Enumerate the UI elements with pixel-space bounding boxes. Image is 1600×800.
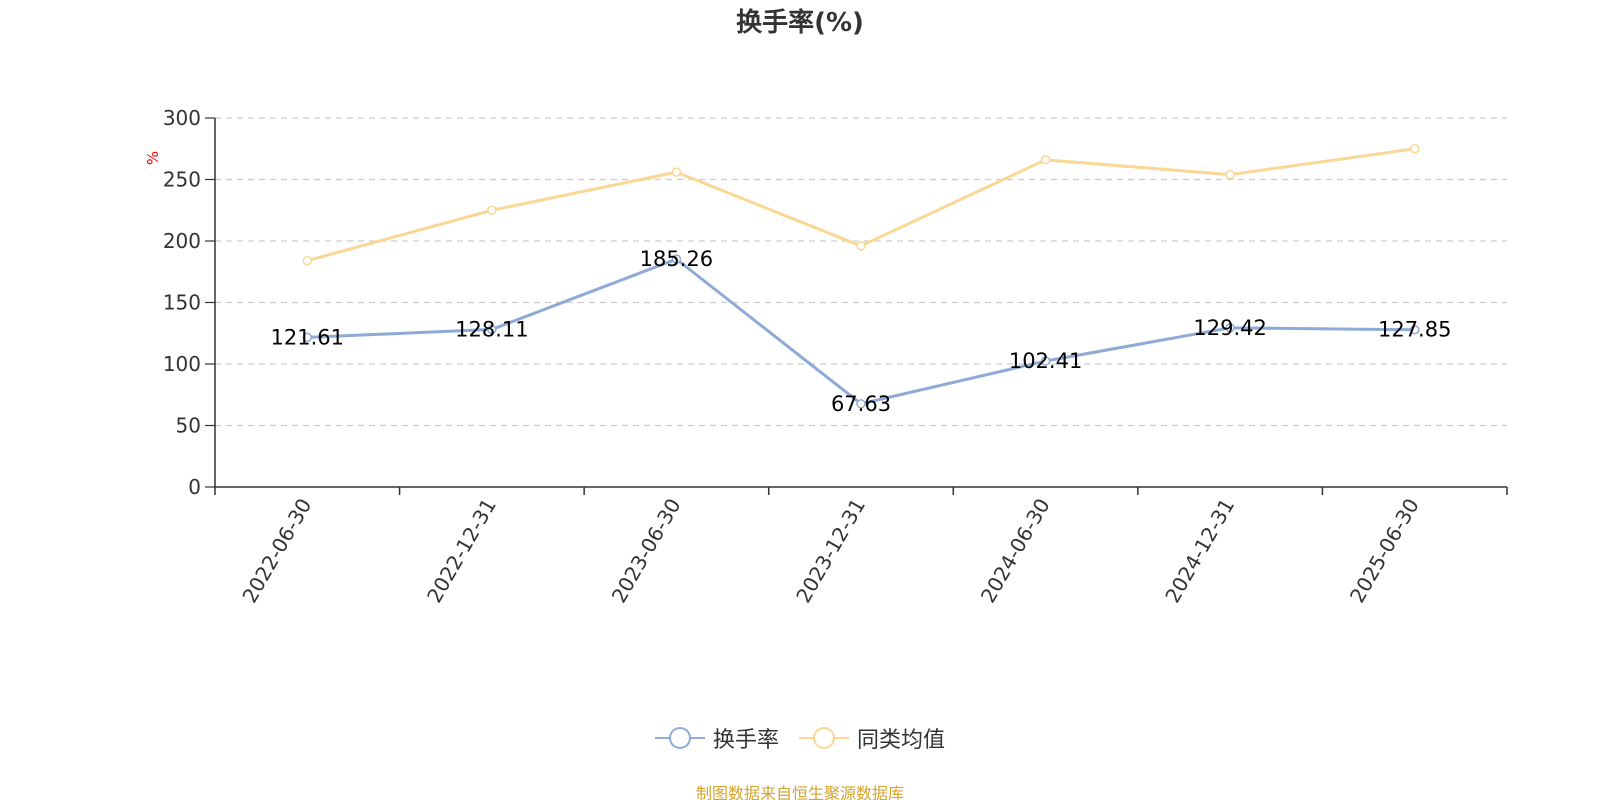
data-label: 185.26: [640, 247, 713, 271]
x-tick-label: 2022-12-31: [422, 494, 501, 607]
legend-marker-turnover: [654, 727, 705, 749]
data-point-peer-average: [487, 205, 497, 215]
x-tick-label: 2024-12-31: [1160, 494, 1239, 607]
data-label: 129.42: [1193, 316, 1266, 340]
data-label: 67.63: [831, 392, 891, 416]
legend-item-turnover[interactable]: 换手率: [654, 722, 779, 754]
data-point-peer-average: [1409, 144, 1420, 154]
y-axis-label: %: [144, 151, 162, 165]
x-tick-label: 2023-06-30: [607, 494, 686, 607]
data-point-peer-average: [302, 255, 313, 266]
legend-item-peer-average[interactable]: 同类均值: [799, 722, 945, 754]
data-label: 128.11: [455, 317, 528, 341]
data-point-peer-average: [856, 241, 866, 251]
legend-label-turnover: 换手率: [712, 728, 779, 753]
chart-title: 换手率(%): [736, 8, 864, 38]
y-tick-label: 50: [176, 414, 201, 438]
y-tick-label: 250: [163, 168, 201, 192]
data-label: 102.41: [1009, 349, 1082, 373]
x-tick-label: 2022-06-30: [237, 494, 316, 607]
y-tick-label: 0: [188, 475, 201, 499]
data-label: 121.61: [271, 325, 344, 349]
y-tick-label: 300: [163, 106, 201, 130]
y-tick-label: 200: [163, 229, 201, 253]
data-point-peer-average: [1040, 155, 1051, 165]
data-point-peer-average: [1225, 169, 1235, 180]
x-tick-label: 2023-12-31: [791, 494, 870, 607]
data-point-turnover: [1409, 324, 1420, 335]
source-note: 制图数据来自恒生聚源数据库: [695, 784, 904, 800]
data-point-turnover: [302, 332, 313, 343]
legend-marker-peer-average: [799, 727, 849, 749]
legend-label-peer-average: 同类均值: [857, 728, 946, 753]
data-point-turnover: [1225, 323, 1235, 333]
data-point-turnover: [671, 254, 682, 264]
chart-legend: 换手率 同类均值: [0, 722, 1600, 754]
y-tick-label: 100: [163, 352, 201, 376]
x-tick-label: 2024-06-30: [976, 494, 1055, 607]
y-tick-label: 150: [163, 291, 201, 315]
data-point-turnover: [856, 399, 866, 409]
x-tick-label: 2025-06-30: [1345, 494, 1424, 607]
data-label: 127.85: [1378, 318, 1451, 342]
data-point-peer-average: [671, 167, 682, 177]
data-point-turnover: [1040, 356, 1051, 366]
data-point-turnover: [487, 324, 497, 335]
